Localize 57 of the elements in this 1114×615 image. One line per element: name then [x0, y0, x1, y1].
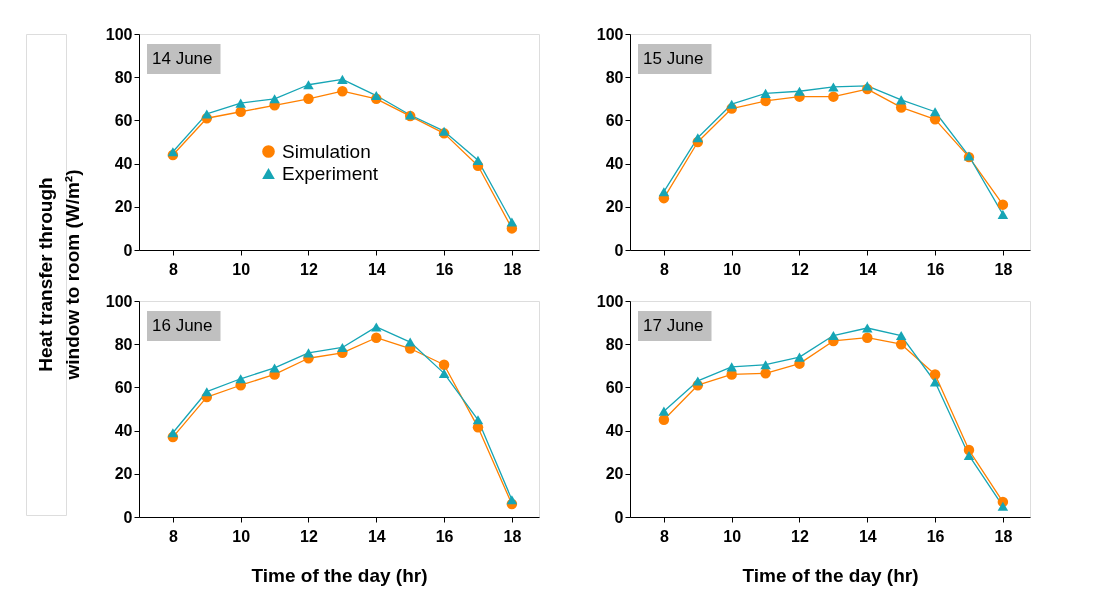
y-tick-label: 40	[605, 155, 624, 173]
x-tick-label: 8	[659, 260, 669, 278]
x-tick-label: 14	[858, 527, 877, 545]
x-tick-label: 14	[367, 527, 386, 545]
y-tick-label: 40	[605, 422, 624, 440]
x-axis-title: Time of the day (hr)	[742, 564, 919, 586]
y-tick-label: 80	[114, 335, 133, 353]
y-tick-label: 100	[105, 25, 133, 43]
x-tick-label: 12	[791, 527, 809, 545]
y-tick-label: 80	[114, 68, 133, 86]
x-tick-label: 10	[232, 527, 251, 545]
x-tick-label: 18	[503, 260, 522, 278]
x-tick-label: 18	[994, 527, 1013, 545]
y-tick-label: 40	[114, 155, 133, 173]
y-tick-label: 20	[605, 198, 624, 216]
y-tick-label: 60	[114, 378, 133, 396]
y-tick-label: 0	[614, 241, 624, 259]
x-tick-label: 8	[168, 527, 178, 545]
annotation: 15 June	[643, 49, 704, 68]
y-tick-label: 80	[605, 68, 624, 86]
y-tick-label: 60	[114, 111, 133, 129]
x-tick-label: 8	[168, 260, 178, 278]
x-tick-label: 10	[232, 260, 251, 278]
x-tick-label: 14	[858, 260, 877, 278]
y-tick-label: 0	[123, 508, 133, 526]
legend-label: Simulation	[282, 140, 371, 162]
x-tick-label: 16	[435, 260, 454, 278]
annotation: 17 June	[643, 316, 704, 335]
y-tick-label: 60	[605, 111, 624, 129]
x-tick-label: 18	[503, 527, 522, 545]
x-tick-label: 12	[300, 527, 318, 545]
x-tick-label: 14	[367, 260, 386, 278]
x-tick-label: 16	[435, 527, 454, 545]
x-tick-label: 10	[723, 260, 742, 278]
x-tick-label: 16	[926, 260, 945, 278]
x-tick-label: 12	[791, 260, 809, 278]
y-tick-label: 0	[614, 508, 624, 526]
y-axis-title: Heat transfer through window to room (W/m²)	[35, 169, 83, 381]
x-axis-title: Time of the day (hr)	[251, 564, 428, 586]
annotation: 16 June	[152, 316, 213, 335]
y-tick-label: 100	[105, 292, 133, 310]
y-tick-label: 20	[114, 198, 133, 216]
y-tick-label: 20	[605, 465, 624, 483]
legend-label: Experiment	[282, 162, 379, 184]
y-tick-label: 60	[605, 378, 624, 396]
annotation: 14 June	[152, 49, 213, 68]
x-tick-label: 10	[723, 527, 742, 545]
y-tick-label: 80	[605, 335, 624, 353]
y-tick-label: 0	[123, 241, 133, 259]
x-tick-label: 16	[926, 527, 945, 545]
y-tick-label: 20	[114, 465, 133, 483]
x-tick-label: 12	[300, 260, 318, 278]
x-tick-label: 8	[659, 527, 669, 545]
y-tick-label: 40	[114, 422, 133, 440]
y-tick-label: 100	[596, 292, 624, 310]
y-tick-label: 100	[596, 25, 624, 43]
x-tick-label: 18	[994, 260, 1013, 278]
